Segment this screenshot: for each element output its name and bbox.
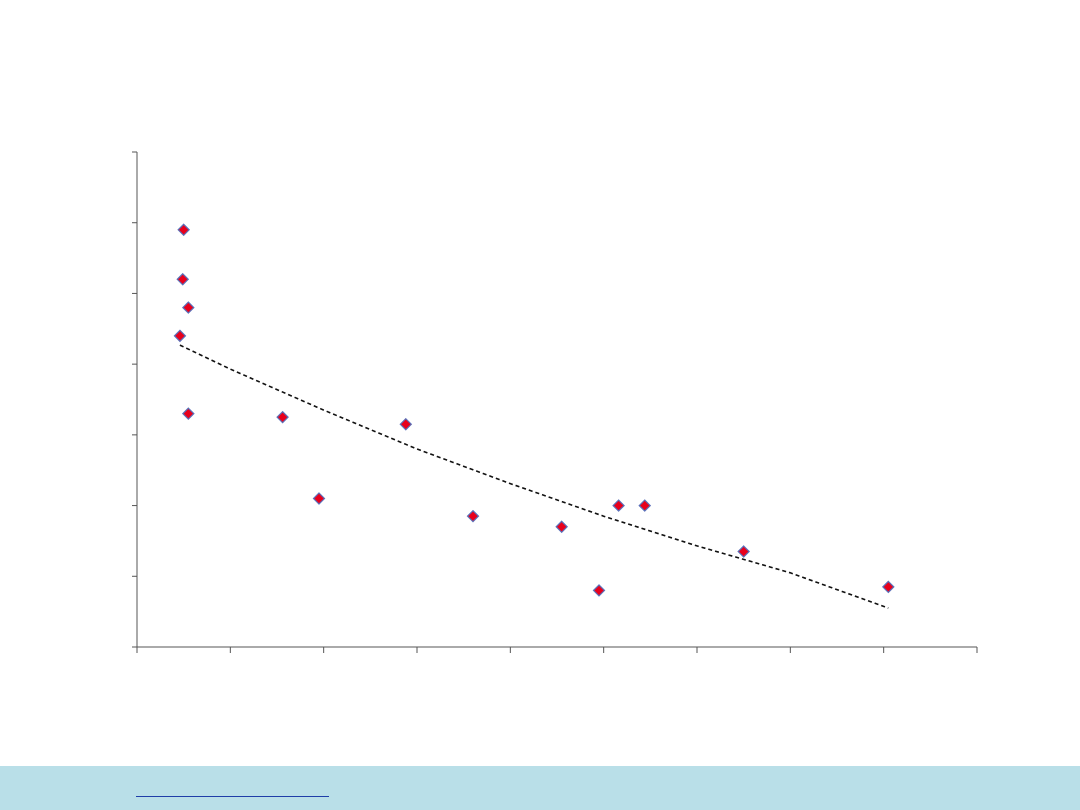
trendline xyxy=(179,344,889,609)
data-point xyxy=(181,301,195,314)
data-point xyxy=(399,417,413,431)
data-point xyxy=(176,272,190,286)
chart-area xyxy=(132,151,978,653)
trendline-layer xyxy=(179,344,889,609)
data-point xyxy=(276,410,289,424)
data-point xyxy=(312,492,326,505)
data-point xyxy=(881,580,895,594)
axes xyxy=(132,151,978,653)
data-point xyxy=(173,329,187,343)
data-point xyxy=(177,223,191,237)
data-point xyxy=(181,407,195,420)
data-point xyxy=(737,545,751,558)
data-point xyxy=(592,584,606,597)
points-layer xyxy=(173,223,895,597)
data-point xyxy=(466,509,480,523)
data-point xyxy=(638,499,652,512)
scatter-chart xyxy=(132,151,978,653)
footer-link[interactable] xyxy=(136,774,329,797)
data-point xyxy=(612,499,625,512)
data-point xyxy=(555,520,569,534)
footer-bar xyxy=(0,766,1080,810)
